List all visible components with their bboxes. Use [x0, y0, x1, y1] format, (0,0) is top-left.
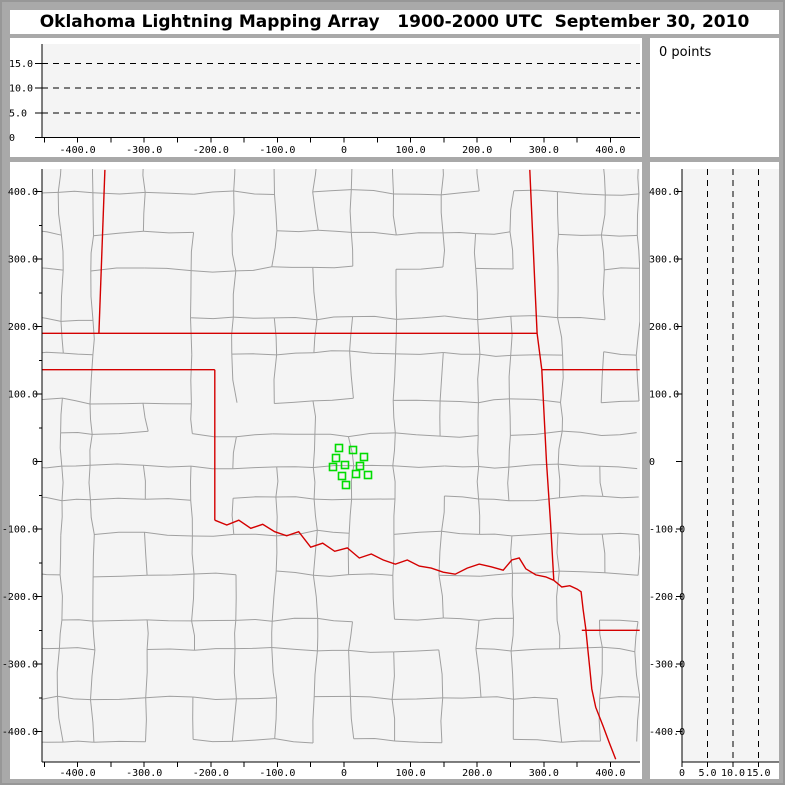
- plan-view-map-panel[interactable]: [10, 162, 642, 779]
- title-bar: Oklahoma Lightning Mapping Array 1900-20…: [10, 10, 779, 34]
- altitude-vs-northsouth-panel[interactable]: [650, 162, 779, 779]
- page-title: Oklahoma Lightning Mapping Array 1900-20…: [39, 12, 750, 32]
- points-count-panel: 0 points: [650, 38, 779, 157]
- points-count-label: 0 points: [659, 45, 712, 60]
- altitude-vs-eastwest-panel[interactable]: [10, 38, 642, 157]
